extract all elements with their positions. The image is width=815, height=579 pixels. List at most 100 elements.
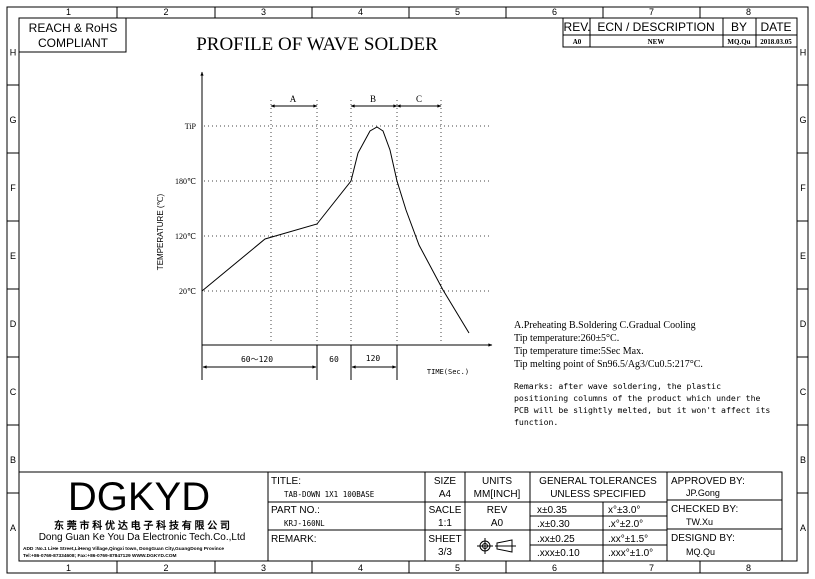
rev-label: REV [487,505,508,516]
y-tick-180: 180℃ [175,177,196,186]
row-label-right: F [800,183,806,193]
column-label-top: 8 [746,7,751,17]
y-tick-120: 120℃ [175,232,196,241]
column-label-top: 3 [261,7,266,17]
y-tick-20: 20℃ [179,287,196,296]
part-no-label: PART NO.: [271,505,320,516]
title-block [18,471,783,562]
column-label-top: 6 [552,7,557,17]
column-label-top: 5 [455,7,460,17]
revision-table: REV. ECN / DESCRIPTION BY DATE A0 NEW MQ… [562,17,798,48]
column-label-bottom: 6 [552,563,557,573]
tolerance-title-1: GENERAL TOLERANCES [539,476,657,487]
tolerance-angular: .xxx°±1.0° [608,548,653,559]
tolerance-linear: .xxx±0.10 [537,548,580,559]
title-label: TITLE: [271,476,301,487]
x-axis-label: TIME(Sec.) [427,368,469,376]
tolerance-linear: .xx±0.25 [537,534,575,545]
row-label-right: B [800,455,806,465]
column-label-bottom: 8 [746,563,751,573]
remark-label: REMARK: [271,534,317,545]
zone-c-label: C [416,94,422,104]
approved-by-label: APPROVED BY: [671,476,745,487]
row-label-right: H [800,48,807,58]
column-label-top: 2 [163,7,168,17]
column-label-top: 1 [66,7,71,17]
remark-line: function. [514,417,558,427]
tolerance-angular: .xx°±1.5° [608,534,648,545]
company-address: ADD :No.1 LiHe Street,LiHeng Village,Qin… [23,546,224,552]
remark-line: PCB will be slightly melted, but it won'… [514,405,770,415]
tolerance-linear: .x±0.30 [537,519,570,530]
ecn-cell: NEW [648,38,665,46]
row-label-right: G [799,115,806,125]
row-label-right: D [800,319,807,329]
row-label-left: A [10,523,16,533]
column-label-bottom: 4 [358,563,363,573]
size-label: SIZE [434,476,457,487]
tolerance-linear: x±0.35 [537,505,567,516]
size-value: A4 [439,489,452,500]
ecn-header: ECN / DESCRIPTION [597,20,714,34]
units-label: UNITS [482,476,512,487]
outer-frame [6,6,809,574]
company-contact: Tel:+86-0769-87334608; Fax:+86-0769-8784… [23,553,177,559]
date-header: DATE [760,20,791,34]
column-label-top: 7 [649,7,654,17]
row-label-left: F [10,183,16,193]
compliance-box [18,17,127,53]
wave-solder-profile: TiP 180℃ 120℃ 20℃ TEMPERATURE (℃) TIME(S… [156,71,493,380]
row-label-left: D [10,319,17,329]
company-name-en: Dong Guan Ke You Da Electronic Tech.Co.,… [39,532,246,543]
designed-by-value: MQ.Qu [686,547,715,557]
note-line: Tip temperature:260±5°C. [514,333,619,344]
y-tick-tip: TiP [185,122,197,131]
designed-by-label: DESIGND BY: [671,533,735,544]
row-label-left: B [10,455,16,465]
units-value: MM[INCH] [474,489,521,500]
rev-cell: A0 [573,38,582,46]
zone-legend: A.Preheating B.Soldering C.Gradual Cooli… [514,320,696,331]
zone-b-label: B [370,94,376,104]
projection-symbol [477,538,516,554]
remark-line: positioning columns of the product which… [514,393,761,403]
by-cell: MQ.Qu [727,38,750,46]
checked-by-label: CHECKED BY: [671,504,738,515]
row-label-left: C [10,387,17,397]
title-value: TAB-DOWN 1X1 100BASE [284,490,375,499]
part-no-value: KRJ-160NL [284,519,325,528]
duration-preheat: 60～120 [241,355,273,364]
company-logo: DGKYD [68,475,210,519]
note-line: Tip melting point of Sn96.5/Ag3/Cu0.5:21… [514,359,703,370]
compliance-line1: REACH & RoHS [29,21,118,35]
column-label-top: 4 [358,7,363,17]
approved-by-value: JP.Gong [686,488,720,498]
rev-value: A0 [491,518,504,529]
duration-solder: 120 [366,354,381,363]
process-notes: A.Preheating B.Soldering C.Gradual Cooli… [514,320,770,427]
remark-line: Remarks: after wave soldering, the plast… [514,381,721,391]
note-line: Tip temperature time:5Sec Max. [514,346,644,357]
y-axis-label: TEMPERATURE (℃) [156,193,165,270]
column-label-bottom: 1 [66,563,71,573]
tolerance-angular: .x°±2.0° [608,519,643,530]
sheet-value: 3/3 [438,547,452,558]
column-label-bottom: 7 [649,563,654,573]
by-header: BY [731,20,747,34]
sheet-label: SHEET [428,534,461,545]
zone-a-label: A [290,94,297,104]
scale-value: 1:1 [438,518,452,529]
row-label-left: H [10,48,17,58]
page-title: PROFILE OF WAVE SOLDER [196,34,438,55]
grid-lines [204,100,492,343]
checked-by-value: TW.Xu [686,517,713,527]
tolerance-title-2: UNLESS SPECIFIED [550,489,646,500]
row-label-left: G [9,115,16,125]
row-label-left: E [10,251,16,261]
duration-transition: 60 [329,355,339,364]
compliance-line2: COMPLIANT [38,36,109,50]
row-label-right: E [800,251,806,261]
column-label-bottom: 5 [455,563,460,573]
row-label-right: C [800,387,807,397]
